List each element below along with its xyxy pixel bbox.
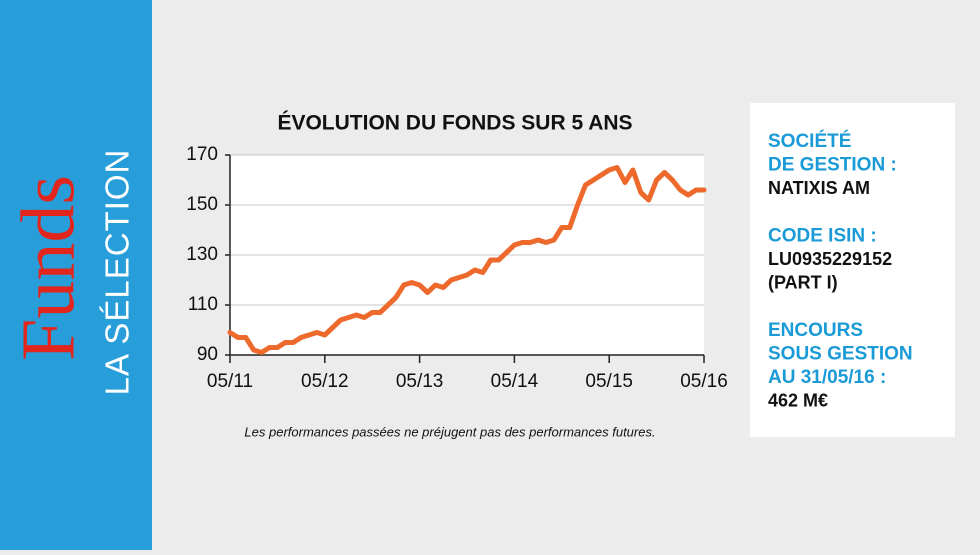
x-tick-label: 05/13 xyxy=(396,371,444,392)
info-label: ENCOURS xyxy=(768,320,863,341)
y-tick-label: 170 xyxy=(186,144,218,165)
x-tick-label: 05/16 xyxy=(680,371,728,392)
y-tick-label: 110 xyxy=(188,294,218,315)
footnote: Les performances passées ne préjugent pa… xyxy=(244,424,655,439)
info-box xyxy=(750,103,955,437)
y-tick-label: 130 xyxy=(186,244,218,265)
sidebar-brand: Funds xyxy=(6,175,90,361)
info-label: AU 31/05/16 : xyxy=(768,367,886,388)
info-value: LU0935229152 xyxy=(768,249,892,269)
x-tick-label: 05/11 xyxy=(207,371,253,392)
x-tick-label: 05/12 xyxy=(301,371,349,392)
info-label: SOCIÉTÉ xyxy=(768,130,851,152)
info-value: 462 M€ xyxy=(768,390,828,410)
info-value: (PART I) xyxy=(768,272,838,292)
info-value: NATIXIS AM xyxy=(768,178,870,198)
chart-title: ÉVOLUTION DU FONDS SUR 5 ANS xyxy=(277,112,632,135)
info-label: CODE ISIN : xyxy=(768,226,877,247)
sidebar-subtitle: LA SÉLECTION xyxy=(99,149,136,396)
x-tick-label: 05/15 xyxy=(585,371,633,392)
data-line xyxy=(227,165,707,355)
y-tick-label: 90 xyxy=(197,344,218,365)
info-label: SOUS GESTION xyxy=(768,344,913,365)
y-tick-label: 150 xyxy=(186,194,218,215)
sidebar xyxy=(0,0,152,550)
x-tick-label: 05/14 xyxy=(491,371,539,392)
info-label: DE GESTION : xyxy=(768,155,897,176)
